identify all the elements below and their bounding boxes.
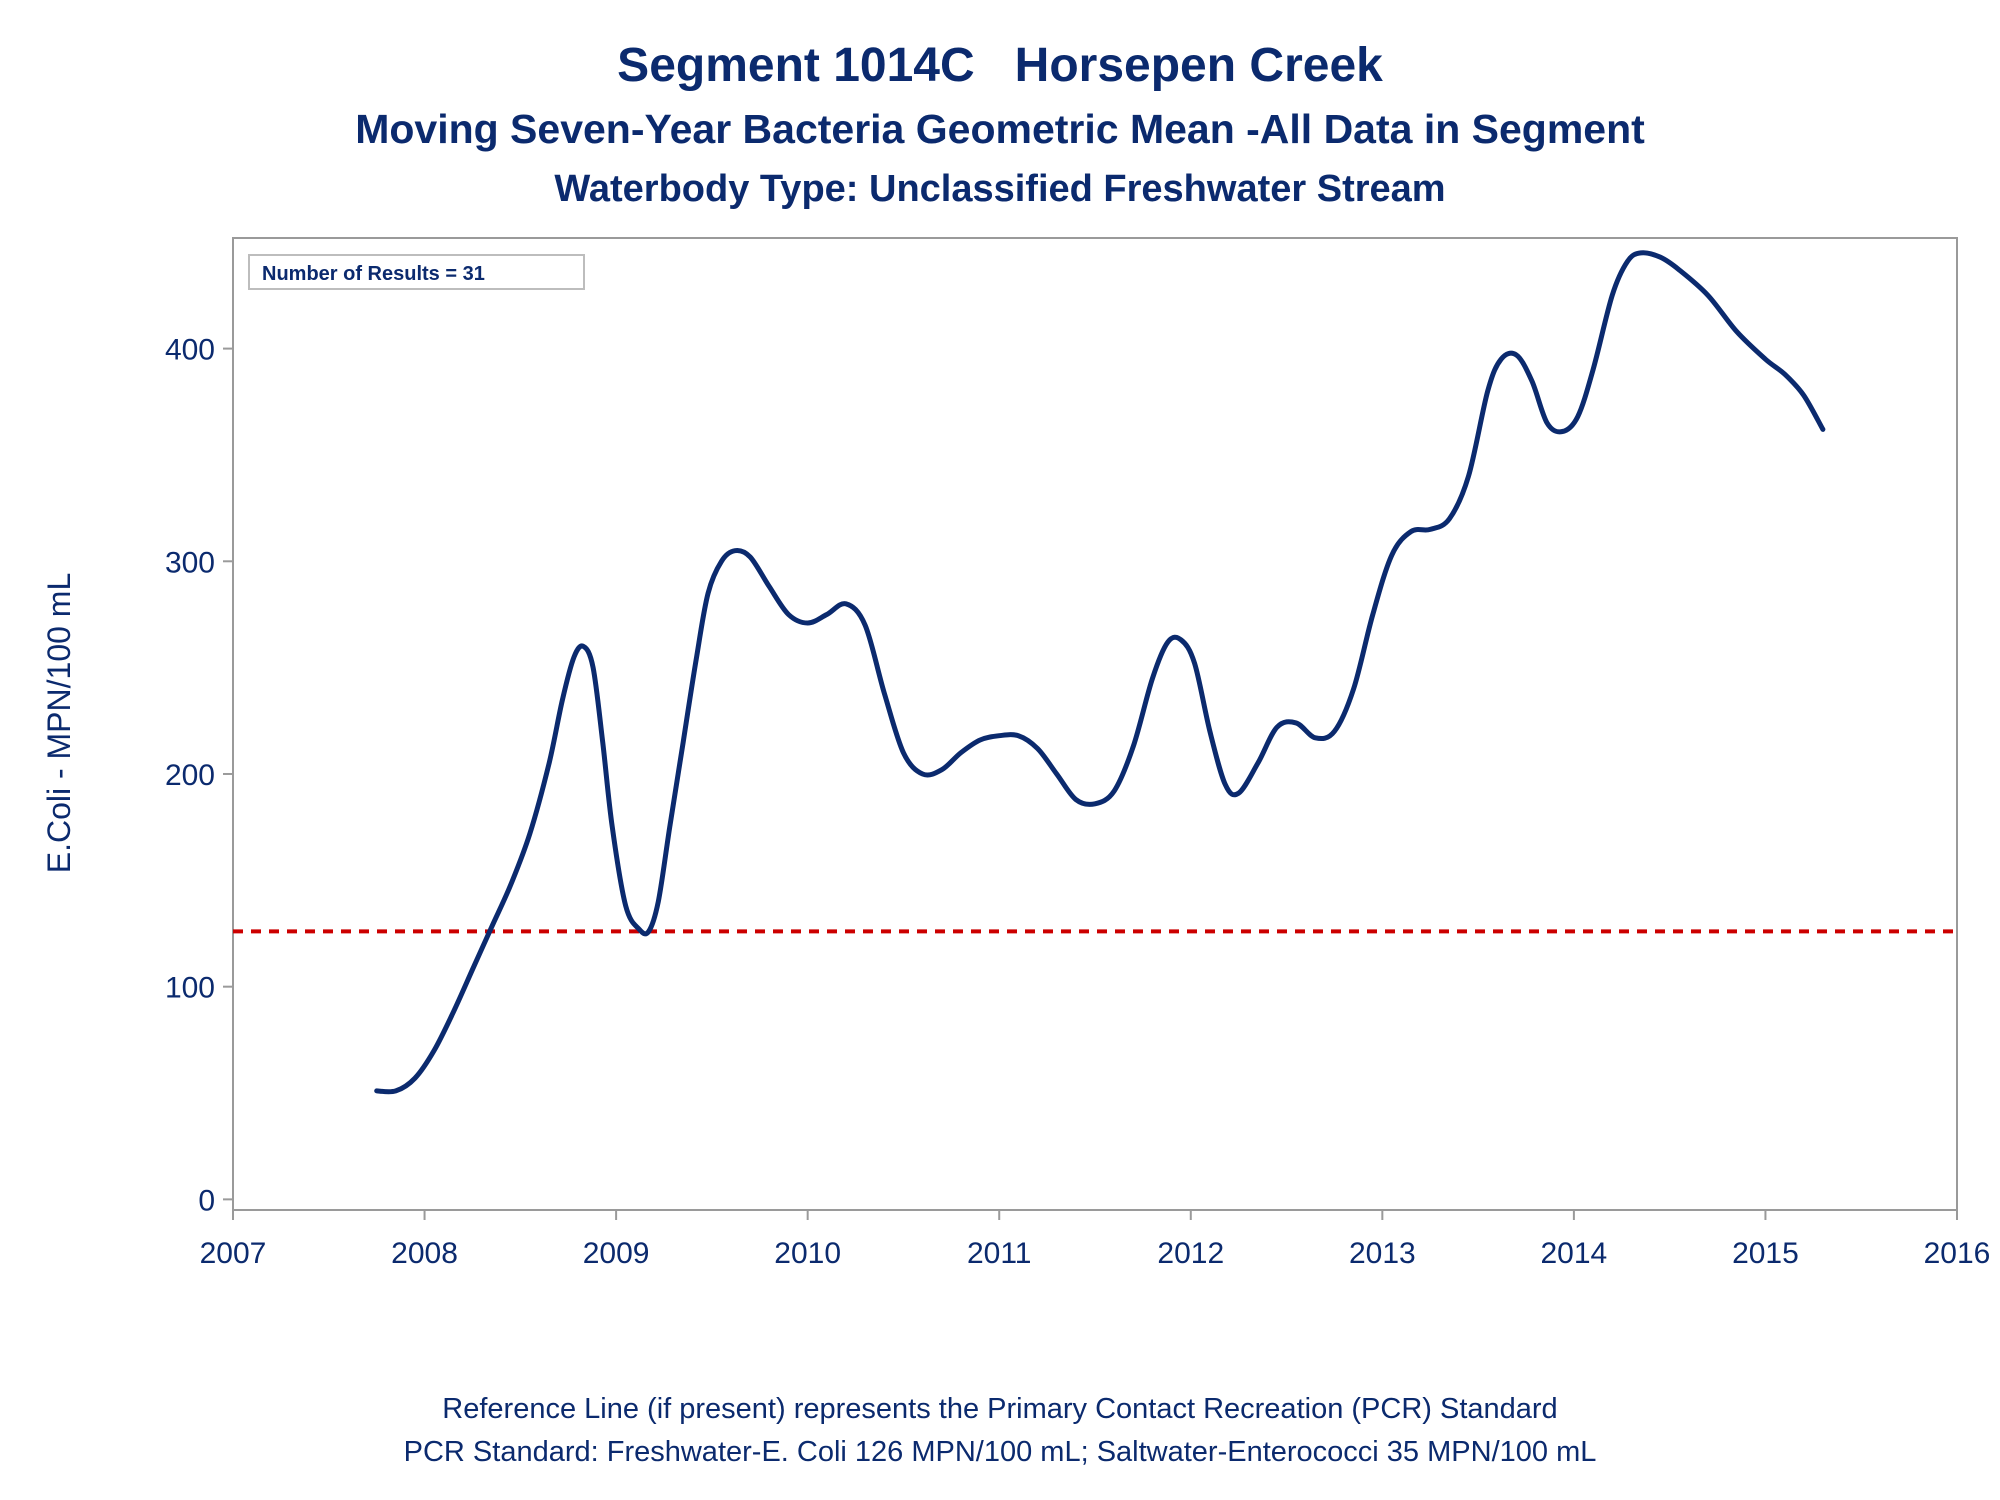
inset-frame	[248, 254, 585, 290]
x-tick-label: 2011	[967, 1237, 1032, 1270]
x-tick-label: 2007	[200, 1237, 267, 1270]
inset-box: Number of Results = 31	[248, 254, 585, 290]
y-axis-title: E.Coli - MPN/100 mL	[41, 573, 77, 874]
footer-line-2: PCR Standard: Freshwater-E. Coli 126 MPN…	[403, 1436, 1597, 1468]
y-tick-label: 0	[198, 1184, 215, 1217]
x-tick-label: 2014	[1541, 1237, 1608, 1270]
y-tick-label: 100	[165, 972, 215, 1005]
chart-subtitle-2: Waterbody Type: Unclassified Freshwater …	[554, 168, 1446, 210]
y-axis: 0 100 200 300 400	[165, 334, 233, 1217]
x-tick-label: 2015	[1732, 1237, 1799, 1270]
series-line	[374, 250, 1826, 1095]
x-axis: 2007 2008 2009 2010 2011 2012 2013 2014 2015 2016	[200, 1210, 1991, 1270]
inset-label: Number of Results = 31	[262, 263, 485, 285]
y-tick-label: 200	[165, 759, 215, 792]
x-tick-label: 2008	[391, 1237, 458, 1270]
x-tick-label: 2012	[1157, 1237, 1224, 1270]
y-tick-label: 300	[165, 546, 215, 579]
x-tick-label: 2009	[583, 1237, 650, 1270]
footer-line-1: Reference Line (if present) represents t…	[442, 1393, 1558, 1425]
plot-frame	[232, 237, 1958, 1211]
y-tick-label: 400	[165, 334, 215, 367]
chart-subtitle: Moving Seven-Year Bacteria Geometric Mea…	[355, 106, 1645, 152]
x-tick-label: 2016	[1924, 1237, 1991, 1270]
x-tick-label: 2010	[774, 1237, 841, 1270]
chart-title: Segment 1014C Horsepen Creek	[617, 39, 1383, 92]
x-tick-label: 2013	[1349, 1237, 1416, 1270]
